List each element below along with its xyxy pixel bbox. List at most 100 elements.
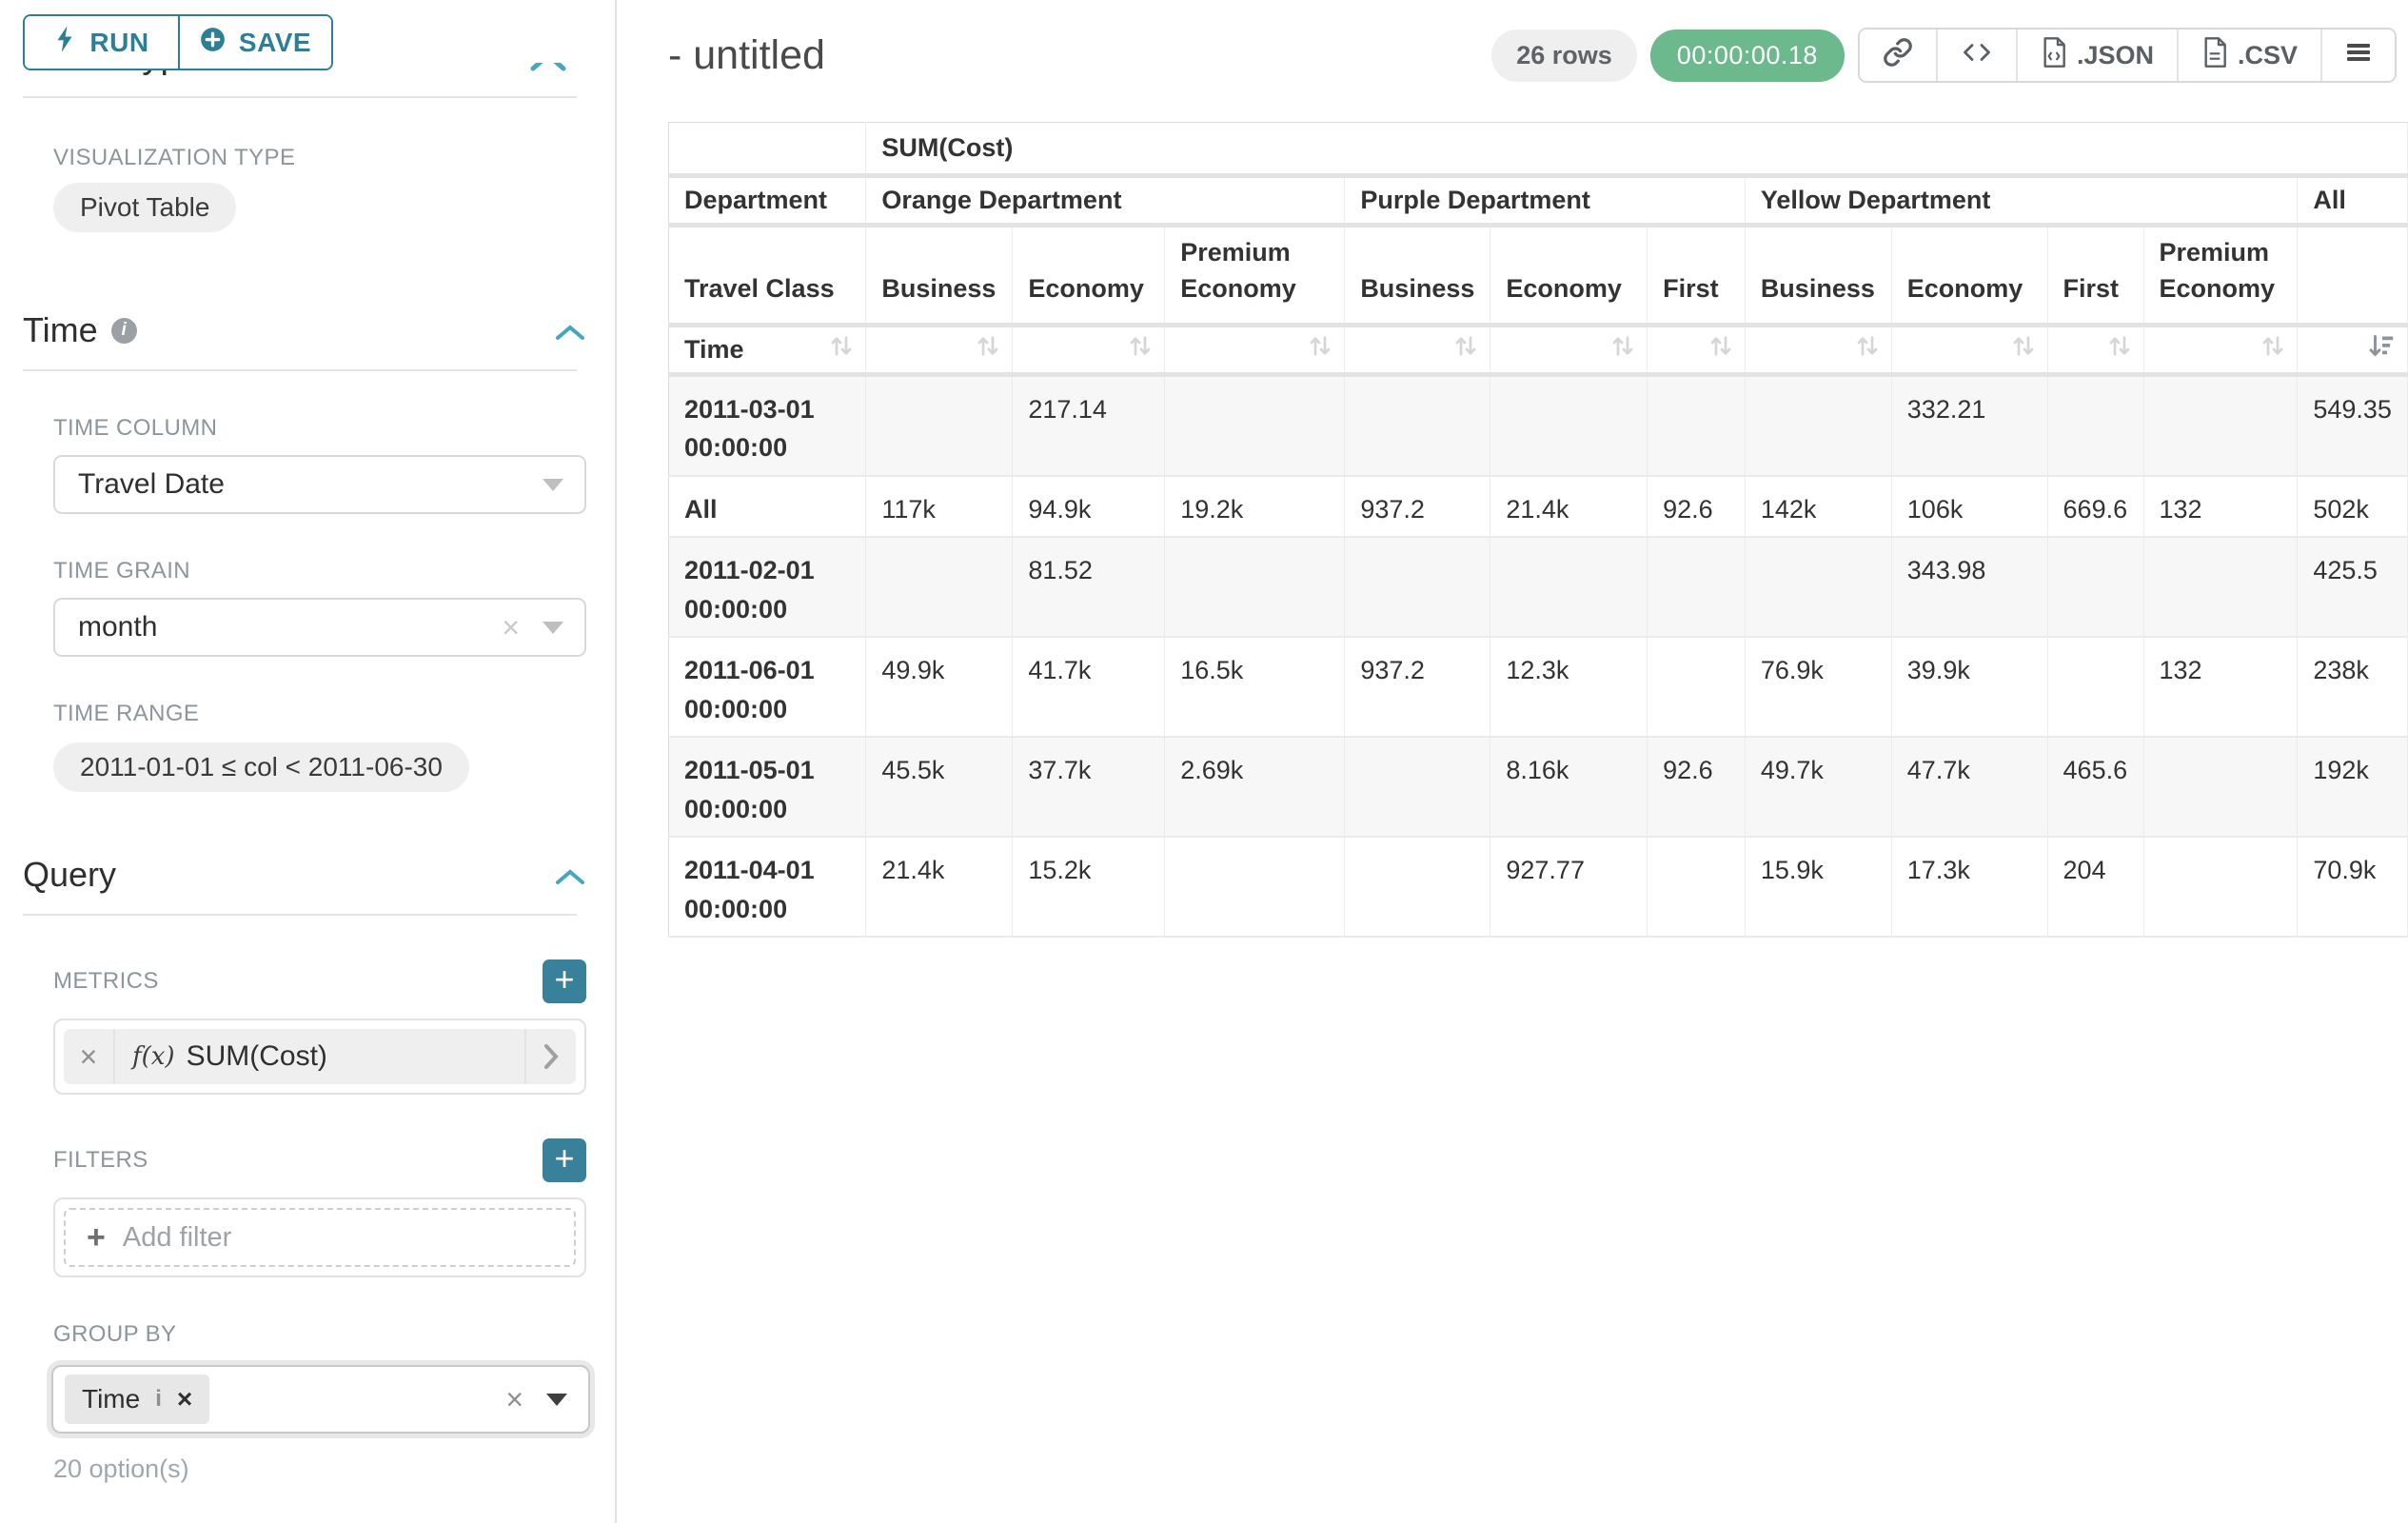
pivot-value-cell (2047, 374, 2143, 476)
chevron-down-icon (546, 1394, 567, 1406)
pivot-value-cell (1165, 374, 1345, 476)
sort-toggle-icon[interactable] (1607, 332, 1639, 367)
sort-toggle-icon[interactable] (1304, 332, 1336, 367)
group-by-select[interactable]: Time i × × (51, 1365, 590, 1434)
sort-descending-icon[interactable] (2365, 332, 2399, 367)
pivot-value-cell: 142k (1745, 476, 1891, 538)
pivot-value-cell: 669.6 (2047, 476, 2143, 538)
clear-icon[interactable]: × (502, 612, 520, 643)
pivot-value-cell: 76.9k (1745, 637, 1891, 737)
chart-type-collapse-icon[interactable] (527, 63, 571, 74)
travel-class-cell: Economy (1490, 226, 1648, 326)
pivot-value-cell: 49.9k (866, 637, 1013, 737)
pivot-value-cell (2143, 374, 2298, 476)
chevron-up-icon[interactable] (554, 310, 586, 350)
export-json-button[interactable]: .JSON (2016, 30, 2177, 81)
pivot-value-cell: 21.4k (1490, 476, 1648, 538)
export-csv-button[interactable]: .CSV (2177, 30, 2320, 81)
pivot-row: 2011-04-01 00:00:0021.4k15.2k927.7715.9k… (669, 837, 2408, 937)
pivot-value-cell (1345, 374, 1490, 476)
pivot-row: 2011-06-01 00:00:0049.9k41.7k16.5k937.21… (669, 637, 2408, 737)
department-group-cell: Purple Department (1345, 176, 1746, 226)
pivot-value-cell: 937.2 (1345, 637, 1490, 737)
view-query-button[interactable] (1936, 30, 2016, 81)
pivot-value-cell (2143, 537, 2298, 637)
sort-toggle-icon[interactable] (825, 332, 858, 367)
metric-header-cell: SUM(Cost) (866, 123, 2408, 176)
sort-header-cell (2143, 325, 2298, 374)
viz-type-pill[interactable]: Pivot Table (53, 183, 236, 232)
remove-chip-icon[interactable]: × (177, 1384, 192, 1414)
sort-header-cell (2298, 325, 2408, 374)
pivot-row: 2011-02-01 00:00:0081.52343.98425.5 (669, 537, 2408, 637)
code-icon (1961, 38, 1993, 73)
sort-toggle-icon[interactable] (1705, 332, 1737, 367)
chart-title[interactable]: - untitled (668, 32, 825, 79)
pivot-value-cell (2047, 537, 2143, 637)
time-range-label: TIME RANGE (53, 701, 199, 727)
group-by-options-note: 20 option(s) (53, 1454, 586, 1484)
pivot-value-cell (866, 374, 1013, 476)
sort-toggle-icon[interactable] (1124, 332, 1156, 367)
sort-toggle-icon[interactable] (972, 332, 1004, 367)
row-header-cell: 2011-06-01 00:00:00 (669, 637, 866, 737)
pivot-value-cell (2047, 637, 2143, 737)
sort-toggle-icon[interactable] (1450, 332, 1482, 367)
clear-icon[interactable]: × (505, 1384, 523, 1414)
pivot-value-cell (1165, 537, 1345, 637)
save-button[interactable]: SAVE (178, 16, 331, 69)
time-range-pill[interactable]: 2011-01-01 ≤ col < 2011-06-30 (53, 742, 469, 792)
add-metric-button[interactable]: + (543, 959, 586, 1003)
travel-class-cell: Economy (1013, 226, 1165, 326)
travel-class-cell (2298, 226, 2408, 326)
run-button[interactable]: RUN (25, 16, 178, 69)
sort-header-cell (1745, 325, 1891, 374)
pivot-value-cell (1648, 374, 1746, 476)
pivot-value-cell: 15.9k (1745, 837, 1891, 937)
pivot-row: 2011-03-01 00:00:00217.14332.21549.35 (669, 374, 2408, 476)
sort-toggle-icon[interactable] (2257, 332, 2289, 367)
add-filter-button[interactable]: + Add filter (64, 1208, 576, 1267)
pivot-value-cell: 94.9k (1013, 476, 1165, 538)
metric-item[interactable]: × f(x) SUM(Cost) (64, 1029, 576, 1084)
sort-toggle-icon[interactable] (1851, 332, 1884, 367)
pivot-value-cell: 132 (2143, 637, 2298, 737)
sort-toggle-icon[interactable] (2007, 332, 2040, 367)
sort-toggle-icon[interactable] (2103, 332, 2136, 367)
chevron-down-icon (543, 479, 563, 491)
copy-link-button[interactable] (1860, 30, 1936, 81)
travel-class-cell: Business (1345, 226, 1490, 326)
time-column-label: TIME COLUMN (53, 415, 217, 442)
run-save-button-group: RUN SAVE (23, 14, 333, 70)
pivot-value-cell: 2.69k (1165, 737, 1345, 837)
chevron-up-icon[interactable] (554, 855, 586, 895)
lightning-bolt-icon (53, 25, 76, 60)
corner-cell (669, 123, 866, 176)
pivot-value-cell: 15.2k (1013, 837, 1165, 937)
pivot-value-cell: 238k (2298, 637, 2408, 737)
remove-metric-icon[interactable]: × (64, 1029, 115, 1084)
travel-class-cell: Premium Economy (1165, 226, 1345, 326)
time-column-select[interactable]: Travel Date (53, 455, 586, 514)
pivot-value-cell (1345, 837, 1490, 937)
plus-circle-icon (200, 27, 226, 59)
sort-header-cell (1891, 325, 2047, 374)
chevron-right-icon[interactable] (524, 1029, 576, 1084)
link-icon (1883, 37, 1913, 74)
viz-type-label: VISUALIZATION TYPE (53, 145, 586, 171)
travel-class-cell: First (1648, 226, 1746, 326)
metric-name: SUM(Cost) (187, 1040, 327, 1073)
pivot-value-cell: 937.2 (1345, 476, 1490, 538)
pivot-value-cell (1490, 537, 1648, 637)
menu-button[interactable] (2320, 30, 2395, 81)
travel-class-cell: Business (866, 226, 1013, 326)
time-grain-select[interactable]: month × (53, 598, 586, 657)
pivot-value-cell: 117k (866, 476, 1013, 538)
group-by-label: GROUP BY (53, 1321, 176, 1348)
function-icon: f(x) (132, 1042, 175, 1071)
add-filter-plus-button[interactable]: + (543, 1138, 586, 1182)
travel-class-cell: Business (1745, 226, 1891, 326)
chevron-down-icon (543, 622, 563, 634)
plus-icon: + (87, 1221, 106, 1254)
control-panel: Chart Type RUN SAVE VISUALIZATION TYPE P… (0, 0, 617, 1523)
